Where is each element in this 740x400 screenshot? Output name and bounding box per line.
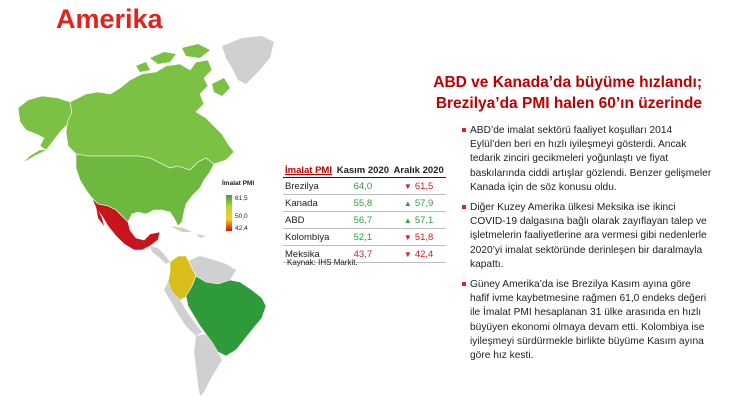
bullet-marker [462,282,466,287]
table-header-nov: Kasım 2020 [334,164,392,178]
table-cell-dec-value: 61,5 [414,180,434,192]
table-cell-nov: 55,8 [334,194,392,212]
table-cell-dec: ▲ 57,9 [391,194,446,212]
table-cell-nov: 56,7 [334,211,392,229]
table-cell-country: Meksika [283,245,335,263]
map-legend: İmalat PMI 61,5 50,0 42,4 [222,180,255,232]
table-cell-dec-value: 57,1 [414,214,434,226]
table-header-country: İmalat PMI [283,164,335,178]
table-cell-dec: ▼ 61,5 [391,177,446,195]
table-cell-dec: ▼ 51,8 [391,228,446,246]
legend-high: 61,5 [235,195,248,202]
bullet-text: ABD’de imalat sektörü faaliyet koşulları… [470,125,712,193]
legend-color-bar [226,195,232,231]
bullet-marker [462,128,466,132]
table-header-row: İmalat PMI Kasım 2020 Aralık 2020 [283,164,446,178]
table-cell-dec-value: 57,9 [414,197,434,209]
table-cell-nov: 64,0 [334,177,392,195]
table-row: ABD 56,7 ▲ 57,1 [283,211,446,229]
bullet-text: Diğer Kuzey Amerika ülkesi Meksika ise i… [470,202,707,270]
legend-title: İmalat PMI [222,180,255,187]
alaska-region [17,95,73,151]
headline-line-1: ABD ve Kanada’da büyüme hızlandı; [433,74,702,91]
triangle-down-icon: ▼ [403,232,412,242]
table-cell-nov: 52,1 [334,228,392,246]
triangle-up-icon: ▲ [403,215,412,225]
table-cell-country: Brezilya [283,177,335,195]
bullet-item: Güney Amerika’da ise Brezilya Kasım ayın… [462,278,712,363]
bullet-item: ABD’de imalat sektörü faaliyet koşulları… [462,124,712,195]
brazil-region [185,275,267,357]
table-cell-dec: ▼ 42,4 [391,245,446,263]
pmi-table: İmalat PMI Kasım 2020 Aralık 2020 Brezil… [283,164,446,263]
triangle-up-icon: ▲ [403,198,412,208]
table-cell-dec-value: 51,8 [414,231,434,243]
table-cell-dec-value: 42,4 [414,248,434,260]
greenland-region [222,36,274,84]
table-source: Kaynak: IHS Markit. [287,258,358,267]
headline-line-2: Brezilya’da PMI halen 60’ın üzerinde [435,95,702,112]
table-row: Brezilya 64,0 ▼ 61,5 [283,177,446,195]
table-header-dec: Aralık 2020 [391,164,446,178]
americas-map [17,36,274,396]
bullet-marker [462,205,466,210]
triangle-down-icon: ▼ [403,249,412,259]
mexico-region [91,197,161,251]
table-row: Kanada 55,8 ▲ 57,9 [283,194,446,212]
triangle-down-icon: ▼ [403,181,412,191]
table-row: Meksika 43,7 ▼ 42,4 [283,245,446,263]
table-row: Kolombiya 52,1 ▼ 51,8 [283,228,446,246]
table-cell-country: Kolombiya [283,228,335,246]
table-cell-nov: 43,7 [334,245,392,263]
bullet-item: Diğer Kuzey Amerika ülkesi Meksika ise i… [462,201,712,272]
bullet-list: ABD’de imalat sektörü faaliyet koşulları… [462,124,712,369]
legend-low: 42,4 [235,225,248,232]
legend-mid: 50,0 [235,213,248,220]
canada-region [65,59,235,171]
table-cell-country: ABD [283,211,335,229]
bullet-text: Güney Amerika’da ise Brezilya Kasım ayın… [470,279,707,362]
table-cell-country: Kanada [283,194,335,212]
page-title: Amerika [56,4,163,34]
headline: ABD ve Kanada’da büyüme hızlandı; Brezil… [372,72,702,114]
table-cell-dec: ▲ 57,1 [391,211,446,229]
